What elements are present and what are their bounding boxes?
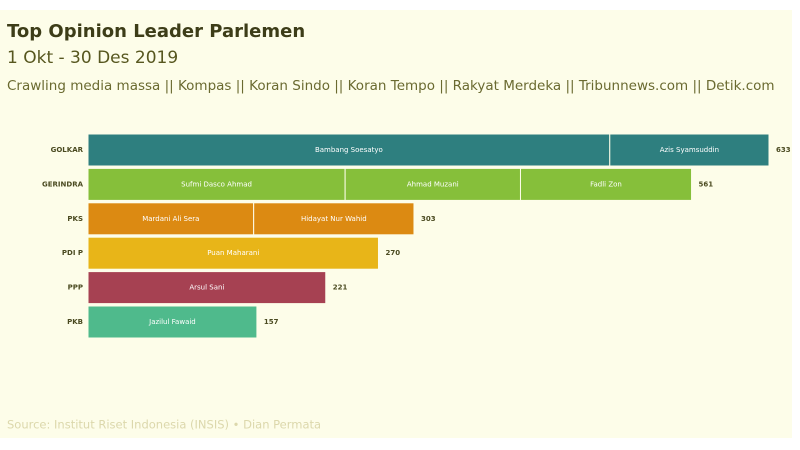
bar-segment (87, 236, 379, 270)
source: Source: Institut Riset Indonesia (INSIS)… (7, 418, 321, 432)
segment-label: Hidayat Nur Wahid (301, 215, 367, 223)
total-label: 633 (776, 146, 791, 154)
segment-label: Bambang Soesatyo (315, 146, 383, 154)
bar-segment (609, 133, 770, 167)
bar-segment (519, 167, 693, 201)
category-label: GERINDRA (42, 180, 84, 188)
segment-label: Sufmi Dasco Ahmad (181, 180, 252, 188)
segment-label: Jazilul Fawaid (148, 318, 196, 326)
category-label: PDI P (62, 249, 83, 257)
bar-segment (87, 202, 255, 236)
bar-segment (87, 305, 258, 339)
total-label: 157 (264, 318, 279, 326)
bar-segment (87, 167, 346, 201)
segment-label: Mardani Ali Sera (142, 215, 199, 223)
category-label: PPP (68, 284, 83, 292)
total-label: 221 (333, 284, 348, 292)
chart-title: Top Opinion Leader Parlemen (7, 21, 305, 42)
total-label: 561 (699, 180, 714, 188)
chart-subtitle: 1 Okt - 30 Des 2019 (7, 48, 178, 68)
bar-segment (87, 133, 611, 167)
segment-label: Ahmad Muzani (407, 180, 459, 188)
category-label: PKS (67, 215, 83, 223)
segment-label: Fadli Zon (590, 180, 622, 188)
category-label: PKB (67, 318, 83, 326)
bar-segment (87, 271, 327, 305)
total-label: 303 (421, 215, 436, 223)
segment-label: Arsul Sani (189, 284, 224, 292)
bar-segment (344, 167, 521, 201)
segment-label: Azis Syamsuddin (660, 146, 719, 154)
category-label: GOLKAR (51, 146, 84, 154)
total-label: 270 (385, 249, 400, 257)
segment-label: Puan Maharani (207, 249, 259, 257)
bar-segment (253, 202, 415, 236)
chart-description: Crawling media massa || Kompas || Koran … (7, 78, 775, 94)
